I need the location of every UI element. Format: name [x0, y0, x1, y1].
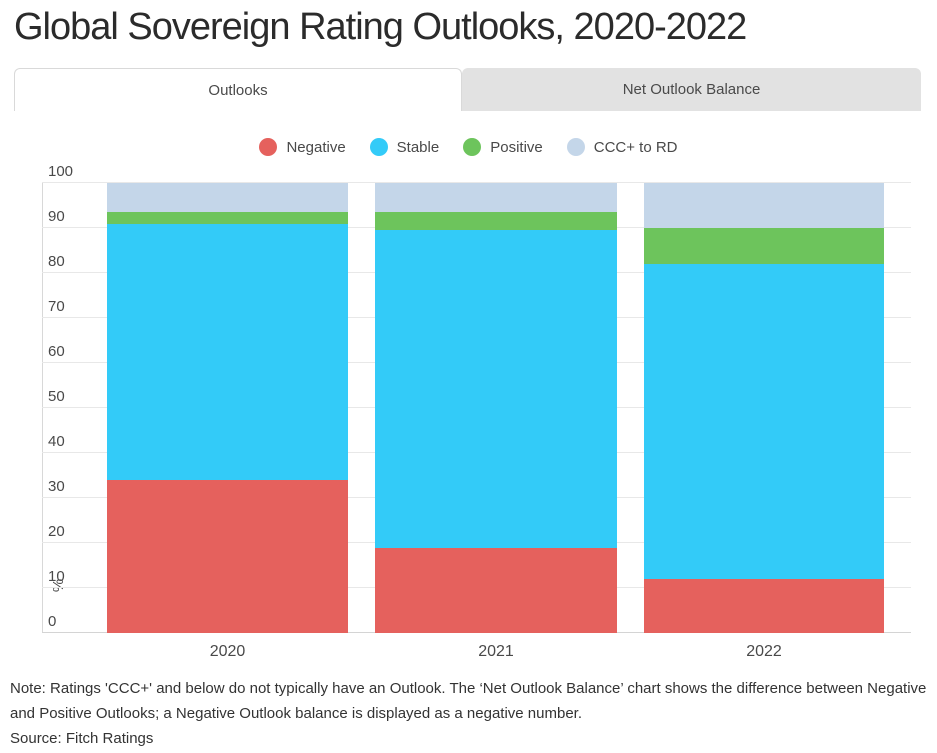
y-tick-label: 0 [48, 613, 57, 630]
footnote: Note: Ratings 'CCC+' and below do not ty… [10, 680, 927, 722]
y-tick-label: 60 [48, 343, 65, 360]
y-tick-label: 40 [48, 433, 65, 450]
legend-swatch [259, 138, 278, 156]
legend-item: Positive [463, 138, 543, 156]
tab-bar: Outlooks Net Outlook Balance [14, 68, 921, 111]
bar-segment-negative [644, 579, 884, 633]
y-tick-label: 80 [48, 253, 65, 270]
x-axis-label: 2021 [478, 643, 514, 660]
y-tick-label: 30 [48, 478, 65, 495]
bar-segment-stable [107, 223, 348, 480]
bar-segment-stable [375, 230, 617, 548]
x-axis-label: 2020 [209, 643, 246, 660]
tab-net-outlook-balance[interactable]: Net Outlook Balance [462, 68, 921, 111]
legend-swatch [463, 138, 482, 156]
bar-segment-negative [107, 480, 348, 633]
y-tick-label: 90 [48, 208, 65, 225]
y-tick-label: 70 [48, 298, 65, 315]
bar-segment-positive [107, 212, 348, 224]
y-tick-label: 100 [48, 163, 74, 180]
legend-swatch [369, 138, 388, 156]
page-title: Global Sovereign Rating Outlooks, 2020-2… [14, 6, 747, 48]
y-tick-label: 50 [48, 388, 65, 405]
tab-outlooks[interactable]: Outlooks [14, 68, 463, 111]
legend-item: Negative [259, 138, 346, 156]
legend-label: Negative [286, 138, 346, 156]
chart-legend: Negative Stable Positive CCC+ to RD [0, 138, 937, 156]
y-tick-label: 10 [48, 568, 65, 585]
source-line: Source: Fitch Ratings [10, 730, 154, 747]
plot-area: % 0 10 20 30 40 50 60 70 80 90 100 2020 2021 2022 [42, 163, 911, 660]
legend-label: Stable [396, 138, 440, 156]
gridline [42, 182, 911, 183]
bar-segment-ccc-to-rd [644, 183, 884, 228]
bar-segment-stable [644, 264, 884, 579]
legend-label: CCC+ to RD [593, 138, 678, 156]
y-tick-label: 20 [48, 523, 65, 540]
y-axis-line [42, 183, 43, 633]
legend-label: Positive [490, 138, 543, 156]
bar-segment-negative [375, 547, 617, 633]
legend-item: Stable [369, 138, 440, 156]
bar-segment-ccc-to-rd [107, 183, 348, 213]
chart-footer: Note: Ratings 'CCC+' and below do not ty… [10, 676, 928, 751]
bar-segment-positive [375, 212, 617, 231]
legend-item: CCC+ to RD [566, 138, 678, 156]
bar-segment-positive [644, 228, 884, 264]
bar-segment-ccc-to-rd [375, 183, 617, 213]
x-axis-label: 2022 [746, 643, 782, 660]
legend-swatch [566, 138, 585, 156]
